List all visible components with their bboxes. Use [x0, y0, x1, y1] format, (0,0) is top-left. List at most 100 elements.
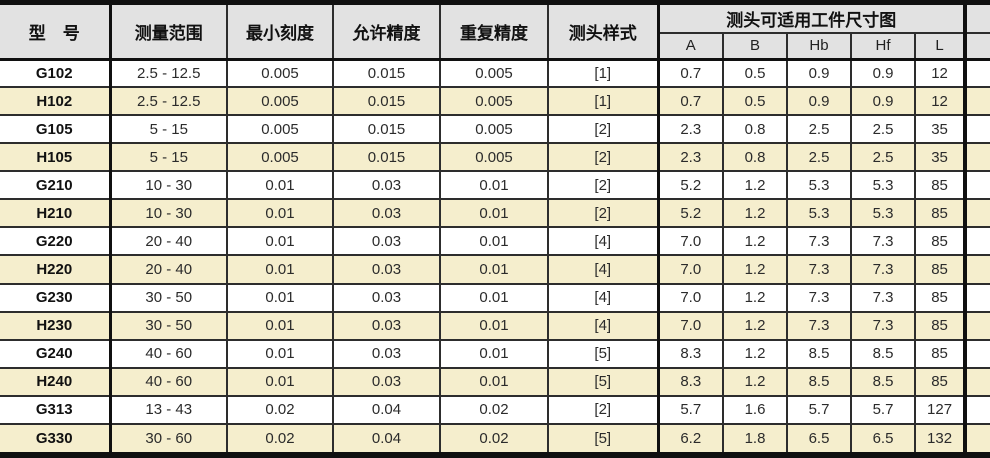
cell-b: 1.2	[722, 282, 788, 313]
cell-b: 1.8	[722, 422, 788, 452]
cropped-edge-cell	[964, 394, 990, 425]
cell-l: 85	[913, 254, 968, 285]
cell-probe: [2]	[547, 198, 660, 229]
cell-min_div: 0.01	[226, 198, 334, 229]
cell-probe: [2]	[547, 170, 660, 201]
cropped-edge-cell	[964, 282, 990, 313]
cell-accuracy: 0.03	[332, 198, 441, 229]
cell-hb: 5.3	[786, 170, 852, 201]
cell-min_div: 0.005	[226, 142, 334, 173]
cell-hf: 8.5	[850, 366, 916, 397]
cell-probe: [1]	[547, 57, 660, 89]
cell-b: 1.2	[722, 170, 788, 201]
cell-accuracy: 0.03	[332, 310, 441, 341]
cell-model: G230	[0, 282, 112, 313]
cell-repeat: 0.01	[439, 198, 549, 229]
cell-repeat: 0.01	[439, 282, 549, 313]
cell-l: 85	[913, 226, 968, 257]
header-repeatability: 重复精度	[439, 5, 549, 61]
table-row: G220 20 - 40 0.01 0.03 0.01 [4] 7.0 1.2 7.3 7.3 85	[0, 226, 990, 257]
cell-model: G313	[0, 394, 112, 425]
cell-hf: 0.9	[850, 57, 916, 89]
cell-accuracy: 0.015	[332, 114, 441, 145]
table-row: H102 2.5 - 12.5 0.005 0.015 0.005 [1] 0.7 0.5 0.…	[0, 86, 990, 117]
cell-min_div: 0.02	[226, 422, 334, 452]
cell-hf: 2.5	[850, 114, 916, 145]
cell-l: 12	[913, 86, 968, 117]
cell-a: 0.7	[657, 57, 724, 89]
cell-hb: 8.5	[786, 366, 852, 397]
cropped-edge-cell	[964, 170, 990, 201]
cell-accuracy: 0.03	[332, 366, 441, 397]
cell-model: G210	[0, 170, 112, 201]
cell-range: 20 - 40	[109, 254, 228, 285]
cell-min_div: 0.01	[226, 338, 334, 369]
cropped-edge-cell	[964, 310, 990, 341]
cell-a: 7.0	[657, 254, 724, 285]
cell-b: 1.2	[722, 310, 788, 341]
cell-range: 2.5 - 12.5	[109, 86, 228, 117]
cell-a: 7.0	[657, 226, 724, 257]
cell-l: 85	[913, 310, 968, 341]
cell-accuracy: 0.04	[332, 394, 441, 425]
table-row: H240 40 - 60 0.01 0.03 0.01 [5] 8.3 1.2 8.5 8.5 85	[0, 366, 990, 397]
cell-a: 2.3	[657, 114, 724, 145]
header-min-division: 最小刻度	[226, 5, 334, 61]
cropped-edge-subheader	[964, 32, 990, 61]
cell-probe: [4]	[547, 254, 660, 285]
cell-probe: [2]	[547, 142, 660, 173]
cell-accuracy: 0.03	[332, 170, 441, 201]
cell-b: 1.2	[722, 198, 788, 229]
cell-min_div: 0.01	[226, 282, 334, 313]
cell-a: 8.3	[657, 366, 724, 397]
header-row-main: 型 号 测量范围 最小刻度 允许精度 重复精度 测头样式 测头可适用工件尺寸图	[0, 5, 990, 61]
cropped-edge-cell	[964, 198, 990, 229]
cell-model: H102	[0, 86, 112, 117]
table-row: G240 40 - 60 0.01 0.03 0.01 [5] 8.3 1.2 8.5 8.5 85	[0, 338, 990, 369]
cell-b: 1.2	[722, 254, 788, 285]
cell-model: H105	[0, 142, 112, 173]
header-range: 测量范围	[109, 5, 228, 61]
cell-min_div: 0.02	[226, 394, 334, 425]
cell-repeat: 0.005	[439, 57, 549, 89]
table-row: G230 30 - 50 0.01 0.03 0.01 [4] 7.0 1.2 7.3 7.3 85	[0, 282, 990, 313]
cell-hb: 7.3	[786, 226, 852, 257]
cell-b: 1.6	[722, 394, 788, 425]
header-dim-b: B	[722, 32, 788, 61]
cell-a: 6.2	[657, 422, 724, 452]
cell-hb: 0.9	[786, 57, 852, 89]
cell-a: 7.0	[657, 310, 724, 341]
cropped-edge-header	[964, 5, 990, 34]
cell-accuracy: 0.03	[332, 338, 441, 369]
cell-probe: [5]	[547, 338, 660, 369]
cell-repeat: 0.005	[439, 114, 549, 145]
cell-repeat: 0.01	[439, 310, 549, 341]
cell-hf: 7.3	[850, 226, 916, 257]
cell-b: 1.2	[722, 226, 788, 257]
cell-accuracy: 0.015	[332, 142, 441, 173]
header-workpiece-size-group: 测头可适用工件尺寸图	[656, 5, 968, 34]
cell-repeat: 0.02	[439, 394, 549, 425]
cell-min_div: 0.01	[226, 226, 334, 257]
header-dim-a: A	[658, 32, 724, 61]
cell-b: 0.8	[722, 142, 788, 173]
cell-repeat: 0.01	[439, 338, 549, 369]
cell-hf: 7.3	[850, 310, 916, 341]
cell-model: G102	[0, 57, 112, 89]
cell-b: 0.5	[722, 86, 788, 117]
cell-l: 85	[913, 170, 968, 201]
cell-b: 0.5	[722, 57, 788, 89]
header-probe-style: 测头样式	[547, 5, 660, 61]
cell-hf: 7.3	[850, 254, 916, 285]
table-row: H220 20 - 40 0.01 0.03 0.01 [4] 7.0 1.2 7.3 7.3 85	[0, 254, 990, 285]
table-row: G105 5 - 15 0.005 0.015 0.005 [2] 2.3 0.8 2.5 2.5…	[0, 114, 990, 145]
cell-probe: [4]	[547, 226, 660, 257]
cell-repeat: 0.005	[439, 142, 549, 173]
cell-accuracy: 0.015	[332, 57, 441, 89]
cell-probe: [5]	[547, 366, 660, 397]
cell-a: 2.3	[657, 142, 724, 173]
cell-l: 35	[913, 142, 968, 173]
cell-repeat: 0.01	[439, 366, 549, 397]
cell-range: 5 - 15	[109, 114, 228, 145]
